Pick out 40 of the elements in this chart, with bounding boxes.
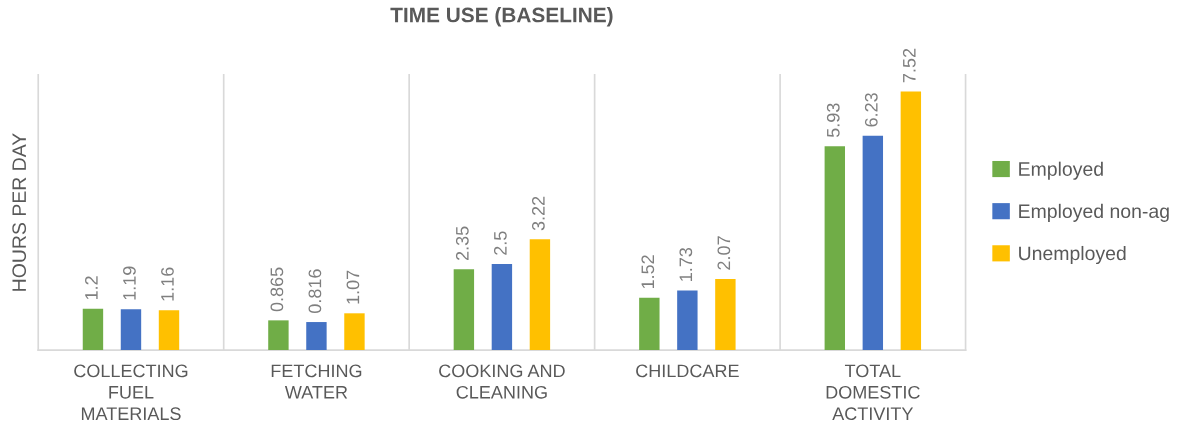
data-label: 1.16 xyxy=(161,267,174,301)
bar xyxy=(306,322,327,351)
bar xyxy=(453,269,475,351)
bar xyxy=(268,320,289,351)
bar xyxy=(639,297,660,351)
bar xyxy=(82,308,104,351)
bar xyxy=(824,146,846,351)
bar xyxy=(862,135,884,351)
x-tick-label: CHILDCARE xyxy=(636,364,739,378)
data-label: 2.35 xyxy=(455,226,469,261)
bar xyxy=(158,310,180,351)
bar xyxy=(120,309,142,351)
y-axis-title: HOURS PER DAY xyxy=(12,133,27,291)
data-label: 1.19 xyxy=(123,266,136,300)
legend-label: Employed xyxy=(1019,161,1103,180)
data-label: 2.07 xyxy=(717,236,731,270)
data-label: 7.52 xyxy=(902,48,916,83)
legend-label: Unemployed xyxy=(1019,245,1126,265)
x-tick-label: COOKING AND CLEANING xyxy=(439,364,565,399)
x-tick-label: FETCHING WATER xyxy=(271,364,362,399)
data-label: 1.52 xyxy=(641,255,655,289)
data-label: 6.23 xyxy=(864,93,878,127)
data-label: 1.73 xyxy=(679,247,693,281)
data-label: 0.816 xyxy=(308,269,322,313)
bar xyxy=(900,91,922,351)
bar xyxy=(491,264,513,351)
data-label: 5.93 xyxy=(826,103,840,138)
bar xyxy=(715,278,736,351)
data-label: 2.5 xyxy=(493,231,507,255)
bar xyxy=(344,313,365,351)
data-label: 0.865 xyxy=(270,267,284,312)
x-tick-label: TOTAL DOMESTIC ACTIVITY xyxy=(826,364,920,421)
bar xyxy=(677,290,698,351)
data-label: 1.2 xyxy=(85,276,98,300)
x-tick-label: COLLECTING FUEL MATERIALS xyxy=(74,364,188,421)
chart-title: TIME USE (BASELINE) xyxy=(390,7,613,27)
legend-label: Employed non-ag xyxy=(1019,203,1169,222)
bar xyxy=(529,239,551,351)
data-label: 3.22 xyxy=(531,196,545,231)
data-label: 1.07 xyxy=(346,270,360,304)
